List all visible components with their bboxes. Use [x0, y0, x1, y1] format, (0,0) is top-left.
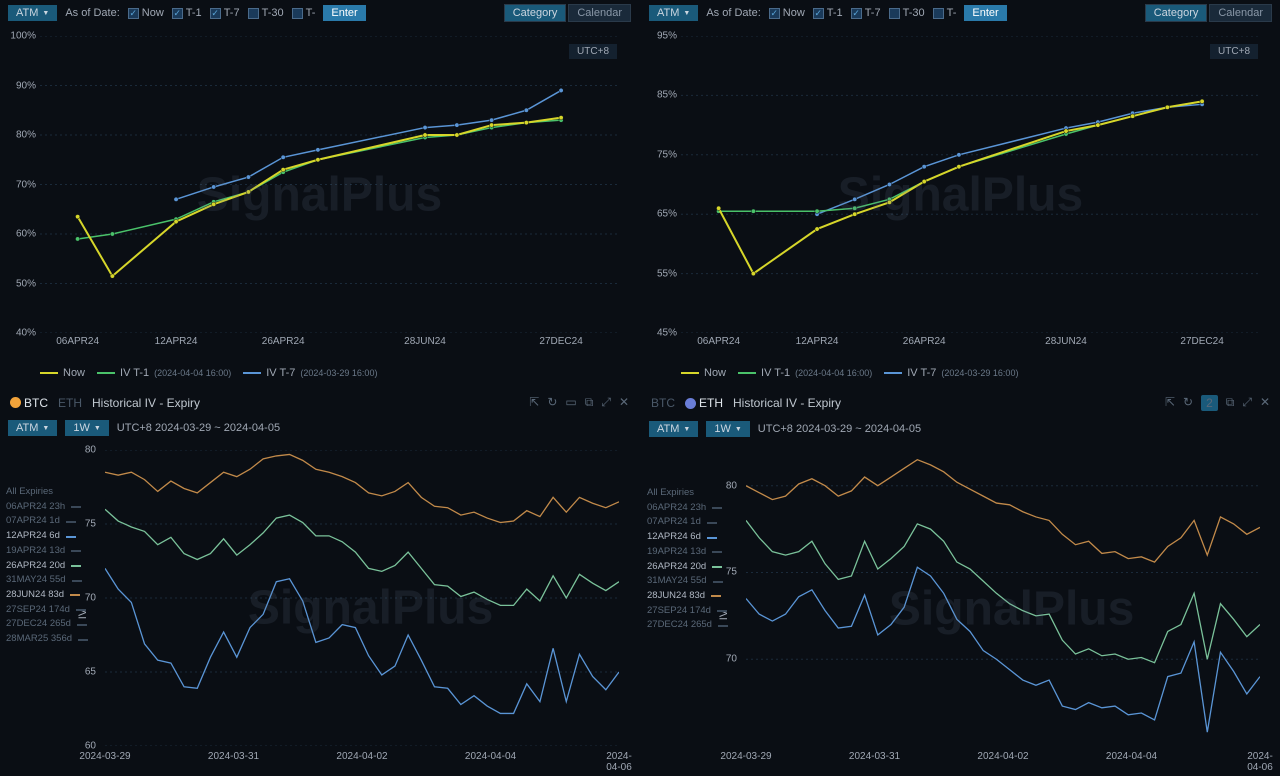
checkbox-t-1[interactable]: T-1	[813, 7, 843, 19]
expand-icon[interactable]: ⤢	[1242, 395, 1252, 411]
atm-select[interactable]: ATM	[8, 5, 57, 21]
checkbox-now[interactable]: Now	[769, 7, 805, 19]
expiry-item[interactable]: 06APR24 23h	[6, 500, 88, 515]
panel-header-br: BTC ETH Historical IV - Expiry ⇱ ↻ 2 ⧉ ⤢…	[641, 389, 1280, 417]
tab-calendar[interactable]: Calendar	[1209, 4, 1272, 22]
tab-category[interactable]: Category	[504, 4, 567, 22]
expiry-item[interactable]: 28MAR25 356d	[6, 632, 88, 647]
date-range-label: UTC+8 2024-03-29 ~ 2024-04-05	[117, 422, 280, 434]
expiry-item[interactable]: 28JUN24 83d	[6, 588, 88, 603]
export-icon[interactable]: ⇱	[1165, 395, 1175, 411]
toolbar-top-right: ATM As of Date: Now T-1 T-7 T-30 T- Enter Ca…	[641, 0, 1280, 26]
legend-t7[interactable]: IV T-7(2024-03-29 16:00)	[243, 367, 377, 379]
expiry-list: All Expiries06APR24 23h07APR24 1d12APR24…	[6, 485, 88, 647]
legend-t1[interactable]: IV T-1(2024-04-04 16:00)	[738, 367, 872, 379]
expiry-item[interactable]: 26APR24 20d	[647, 560, 728, 575]
expiry-item[interactable]: 27DEC24 265d	[6, 617, 88, 632]
expiry-item[interactable]: 31MAY24 55d	[647, 574, 728, 589]
expiry-item[interactable]: 07APR24 1d	[647, 515, 728, 530]
expiry-list: All Expiries06APR24 23h07APR24 1d12APR24…	[647, 486, 728, 633]
close-icon[interactable]: ✕	[619, 395, 629, 410]
atm-select[interactable]: ATM	[649, 5, 698, 21]
checkbox-t-1[interactable]: T-1	[172, 7, 202, 19]
panel-header-bl: BTC ETH Historical IV - Expiry ⇱ ↻ ▭ ⧉ ⤢…	[0, 389, 639, 416]
checkbox-t-7[interactable]: T-7	[851, 7, 881, 19]
refresh-icon[interactable]: ↻	[547, 395, 557, 410]
expiry-item[interactable]: 27DEC24 265d	[647, 618, 728, 633]
asofdate-label: As of Date:	[65, 7, 119, 19]
expiry-item[interactable]: 27SEP24 174d	[647, 604, 728, 619]
panel-iv-btc: ATM As of Date: Now T-1 T-7 T-30 T- Enter Ca…	[0, 0, 639, 387]
tab-category[interactable]: Category	[1145, 4, 1208, 22]
checkbox-t-[interactable]: T-	[933, 7, 957, 19]
enter-button[interactable]: Enter	[964, 5, 1006, 21]
eth-icon	[685, 398, 696, 409]
export-icon[interactable]: ⇱	[529, 395, 539, 410]
toolbar-br: ATM 1W UTC+8 2024-03-29 ~ 2024-04-05	[641, 417, 1280, 441]
panel-hist-btc: BTC ETH Historical IV - Expiry ⇱ ↻ ▭ ⧉ ⤢…	[0, 389, 639, 776]
chart-area-bl: SignalPlus All Expiries06APR24 23h07APR2…	[0, 440, 639, 776]
expiry-item[interactable]: 27SEP24 174d	[6, 603, 88, 618]
folder-icon[interactable]: ▭	[565, 395, 576, 410]
panel-icons: ⇱ ↻ ▭ ⧉ ⤢ ✕	[529, 395, 629, 410]
legend-now[interactable]: Now	[681, 367, 726, 379]
checkbox-t-30[interactable]: T-30	[889, 7, 925, 19]
toolbar-top-left: ATM As of Date: Now T-1 T-7 T-30 T- Enter Ca…	[0, 0, 639, 26]
refresh-icon[interactable]: ↻	[1183, 395, 1193, 411]
expiry-item[interactable]: All Expiries	[647, 486, 728, 501]
copy-icon[interactable]: ⧉	[585, 395, 594, 410]
coin-eth[interactable]: ETH	[58, 396, 82, 410]
expiry-item[interactable]: 19APR24 13d	[647, 545, 728, 560]
legend-t7[interactable]: IV T-7(2024-03-29 16:00)	[884, 367, 1018, 379]
tab-calendar[interactable]: Calendar	[568, 4, 631, 22]
atm-select[interactable]: ATM	[8, 420, 57, 436]
panel-title: Historical IV - Expiry	[92, 396, 200, 410]
panel-title: Historical IV - Expiry	[733, 396, 841, 410]
toolbar-bl: ATM 1W UTC+8 2024-03-29 ~ 2024-04-05	[0, 416, 639, 440]
asofdate-label: As of Date:	[706, 7, 760, 19]
date-range-label: UTC+8 2024-03-29 ~ 2024-04-05	[758, 423, 921, 435]
expiry-item[interactable]: 26APR24 20d	[6, 559, 88, 574]
expiry-item[interactable]: 19APR24 13d	[6, 544, 88, 559]
chart-area-tl: SignalPlus UTC+8 IV 100%90%80%70%60%50%4…	[0, 26, 639, 363]
checkbox-t-7[interactable]: T-7	[210, 7, 240, 19]
panel-icons: ⇱ ↻ 2 ⧉ ⤢ ✕	[1165, 395, 1270, 411]
expand-icon[interactable]: ⤢	[601, 395, 611, 410]
expiry-item[interactable]: All Expiries	[6, 485, 88, 500]
legend-tr: Now IV T-1(2024-04-04 16:00) IV T-7(2024…	[641, 363, 1280, 387]
checkbox-t-30[interactable]: T-30	[248, 7, 284, 19]
chart-area-tr: SignalPlus UTC+8 IV 95%85%75%65%55%45% 0…	[641, 26, 1280, 363]
chart-area-br: SignalPlus All Expiries06APR24 23h07APR2…	[641, 441, 1280, 776]
checkbox-now[interactable]: Now	[128, 7, 164, 19]
legend-now[interactable]: Now	[40, 367, 85, 379]
date-checkboxes: Now T-1 T-7 T-30 T-	[128, 7, 316, 19]
coin-eth[interactable]: ETH	[685, 396, 723, 410]
checkbox-t-[interactable]: T-	[292, 7, 316, 19]
expiry-item[interactable]: 28JUN24 83d	[647, 589, 728, 604]
close-icon[interactable]: ✕	[1260, 395, 1270, 411]
expiry-item[interactable]: 12APR24 6d	[647, 530, 728, 545]
legend-tl: Now IV T-1(2024-04-04 16:00) IV T-7(2024…	[0, 363, 639, 387]
atm-select[interactable]: ATM	[649, 421, 698, 437]
date-checkboxes: Now T-1 T-7 T-30 T-	[769, 7, 957, 19]
enter-button[interactable]: Enter	[323, 5, 365, 21]
btc-icon	[10, 397, 21, 408]
range-select[interactable]: 1W	[65, 420, 108, 436]
coin-btc[interactable]: BTC	[10, 396, 48, 410]
expiry-item[interactable]: 07APR24 1d	[6, 514, 88, 529]
range-select[interactable]: 1W	[706, 421, 749, 437]
legend-t1[interactable]: IV T-1(2024-04-04 16:00)	[97, 367, 231, 379]
expiry-item[interactable]: 12APR24 6d	[6, 529, 88, 544]
expiry-item[interactable]: 31MAY24 55d	[6, 573, 88, 588]
coin-btc[interactable]: BTC	[651, 396, 675, 410]
copy-icon[interactable]: ⧉	[1226, 395, 1235, 411]
expiry-item[interactable]: 06APR24 23h	[647, 501, 728, 516]
panel-hist-eth: BTC ETH Historical IV - Expiry ⇱ ↻ 2 ⧉ ⤢…	[641, 389, 1280, 776]
panel-iv-eth: ATM As of Date: Now T-1 T-7 T-30 T- Enter Ca…	[641, 0, 1280, 387]
badge-2[interactable]: 2	[1201, 395, 1218, 411]
